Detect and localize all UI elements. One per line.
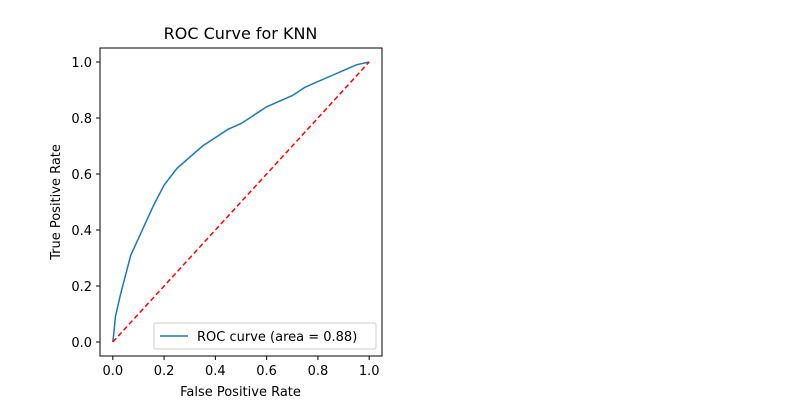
legend-box — [153, 322, 377, 350]
y-tick-label: 0.6 — [71, 168, 92, 183]
legend: ROC curve (area = 0.88) — [153, 322, 377, 350]
x-axis-label: False Positive Rate — [180, 385, 301, 400]
x-axis-ticks: 0.0 0.2 0.4 0.6 0.8 1.0 — [102, 356, 380, 379]
series-layer — [112, 61, 370, 343]
chance-diagonal-line — [112, 61, 370, 343]
plot-area: 0.0 0.2 0.4 0.6 0.8 1.0 0.0 0.2 0.4 0.6 0.8 1.0 — [71, 47, 383, 379]
x-tick-label: 0.2 — [154, 364, 175, 379]
x-tick-label: 0.4 — [205, 364, 226, 379]
y-tick-label: 0.2 — [71, 280, 92, 295]
roc-curve-line — [112, 61, 370, 343]
y-tick-label: 0.0 — [71, 336, 92, 351]
y-tick-label: 1.0 — [71, 56, 92, 71]
y-tick-label: 0.8 — [71, 112, 92, 127]
x-tick-label: 0.6 — [256, 364, 277, 379]
chart-title: ROC Curve for KNN — [164, 24, 318, 43]
y-axis-label: True Positive Rate — [49, 144, 64, 261]
x-tick-label: 1.0 — [359, 364, 380, 379]
legend-label: ROC curve (area = 0.88) — [197, 330, 357, 345]
y-tick-label: 0.4 — [71, 224, 92, 239]
y-axis-ticks: 0.0 0.2 0.4 0.6 0.8 1.0 — [71, 56, 100, 351]
x-tick-label: 0.8 — [308, 364, 329, 379]
axes-frame — [99, 47, 383, 357]
x-tick-label: 0.0 — [102, 364, 123, 379]
